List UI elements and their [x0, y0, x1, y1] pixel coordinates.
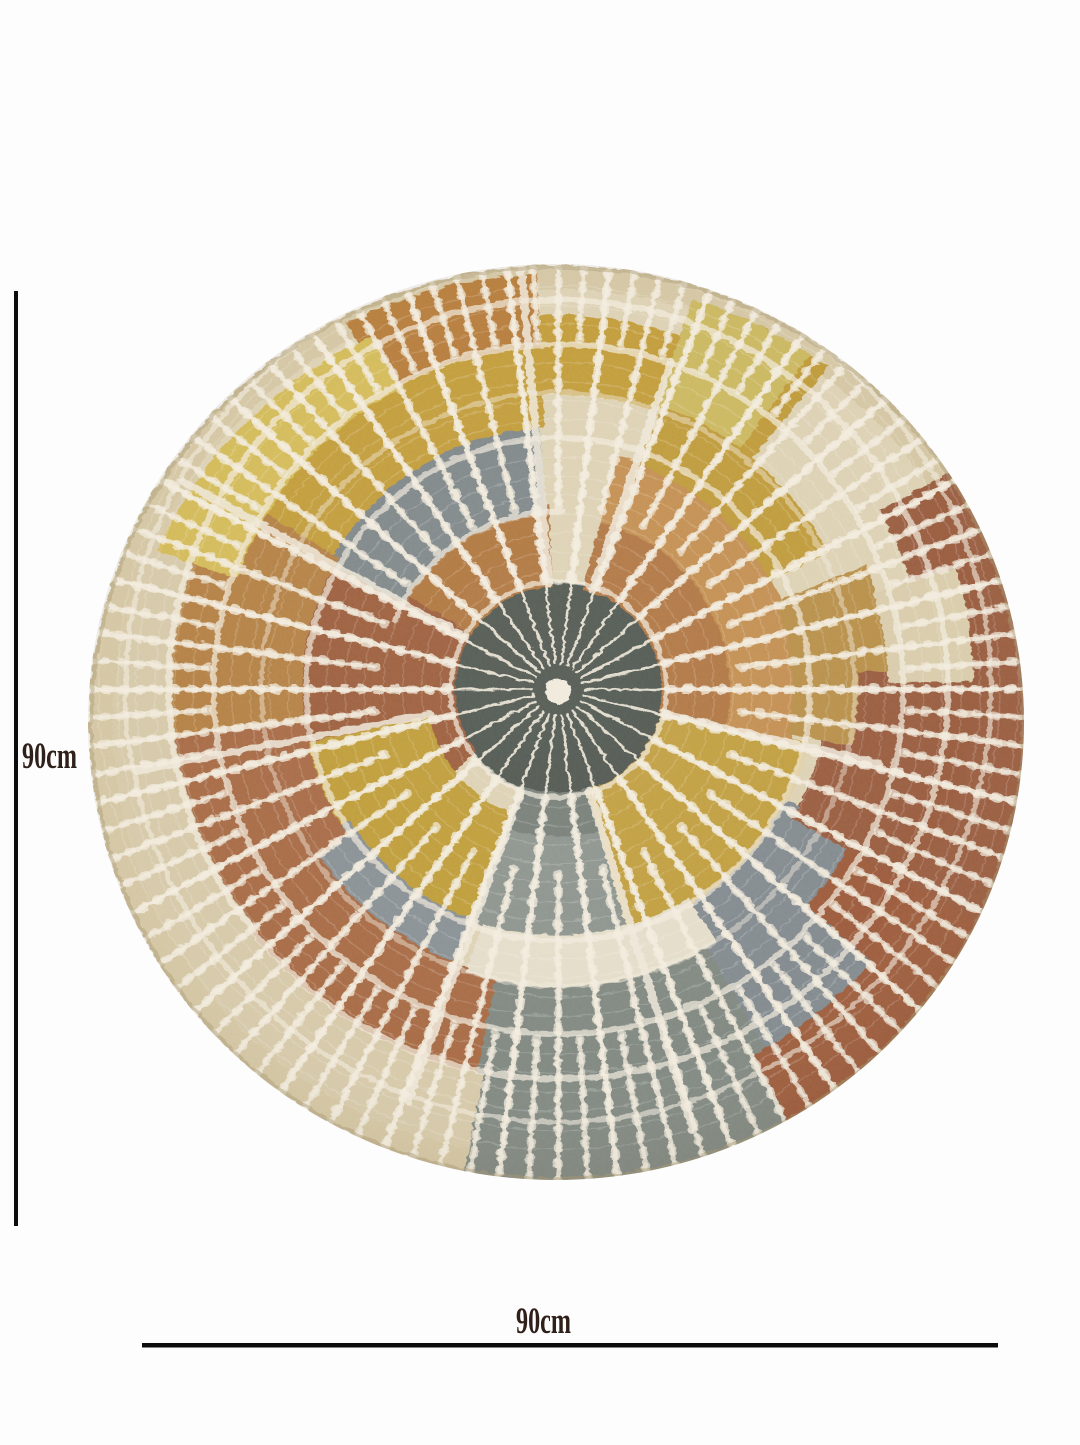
svg-text:90cm: 90cm	[22, 736, 77, 777]
svg-text:90cm: 90cm	[516, 1301, 571, 1342]
